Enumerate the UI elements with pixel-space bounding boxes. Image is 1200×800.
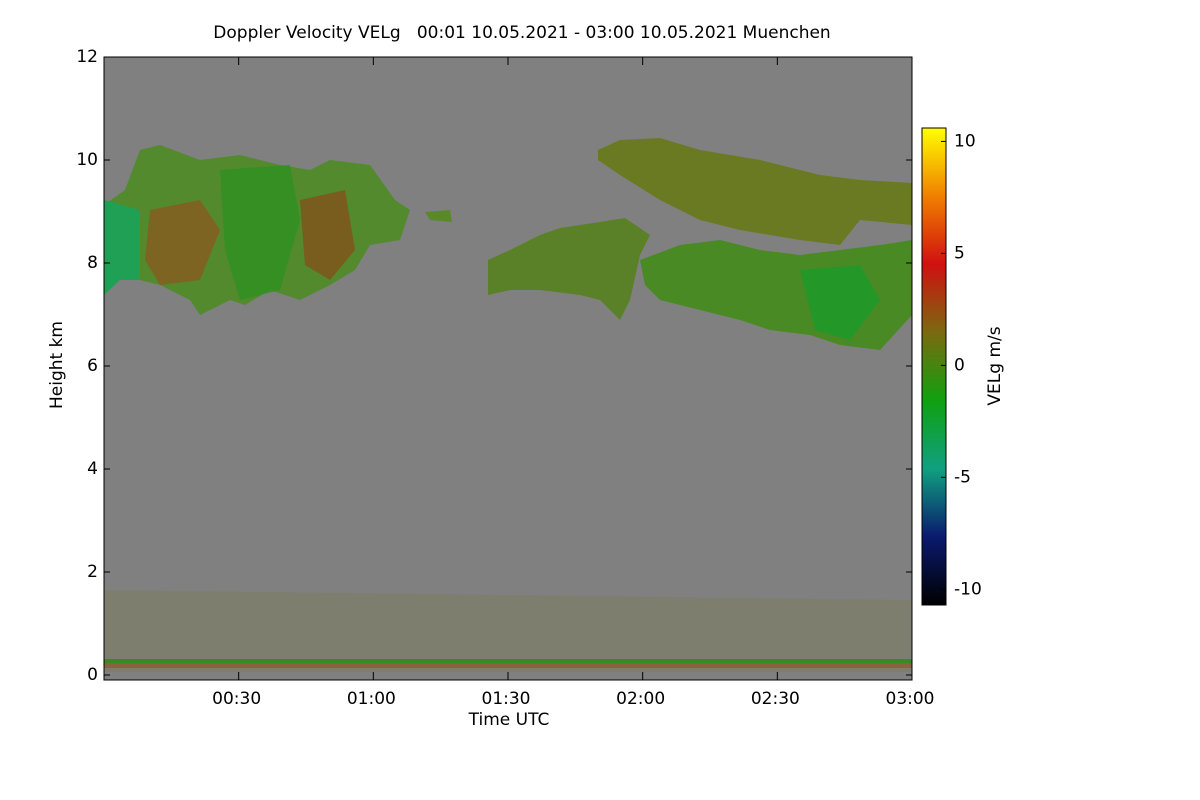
x-tick-label: 02:30 [751,689,800,709]
y-tick-label: 4 [87,459,98,479]
colorbar-tick-label: 5 [954,243,965,263]
echo-layer [104,138,912,672]
y-tick-label: 10 [76,150,98,170]
colorbar-tick-label: -10 [954,579,982,599]
x-tick-label: 01:30 [482,689,531,709]
y-tick-label: 12 [76,47,98,67]
x-tick-label: 00:30 [212,689,261,709]
colorbar-label: VELg m/s [985,326,1005,405]
x-tick-label: 03:00 [886,689,935,709]
y-axis-label: Height km [47,321,67,409]
y-tick-label: 8 [87,253,98,273]
x-axis-label: Time UTC [468,710,550,730]
colorbar-tick-label: 0 [954,355,965,375]
y-tick-label: 2 [87,562,98,582]
y-tick-label: 6 [87,356,98,376]
colorbar-tick-label: 10 [954,131,976,151]
plot-background [104,57,912,680]
x-tick-label: 01:00 [347,689,396,709]
y-tick-label: 0 [87,665,98,685]
colorbar-tick-label: -5 [954,467,971,487]
colorbar [921,127,947,606]
chart-title: Doppler Velocity VELg 00:01 10.05.2021 -… [213,23,830,43]
x-tick-label: 02:00 [616,689,665,709]
